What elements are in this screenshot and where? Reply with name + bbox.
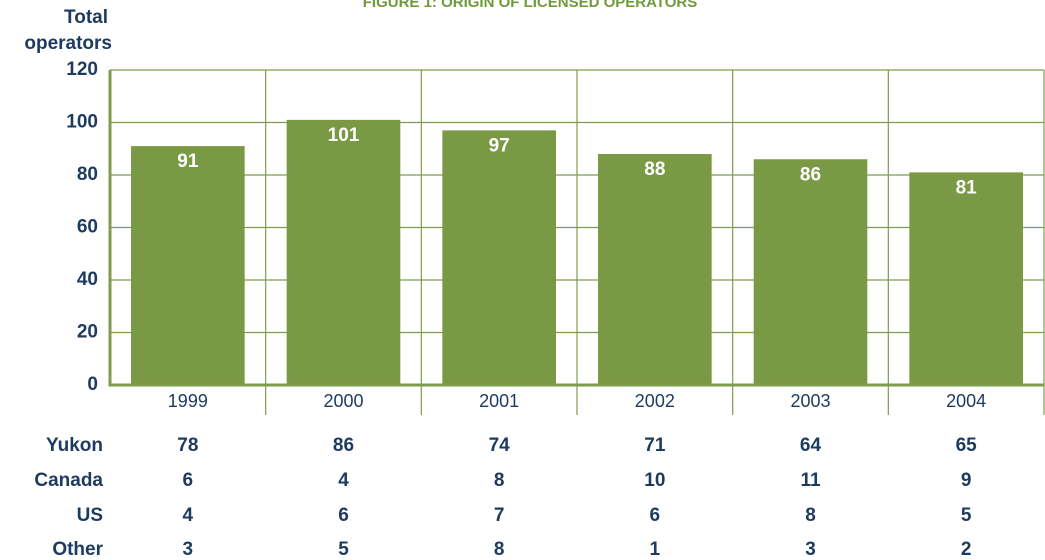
row-label: Canada	[34, 470, 103, 491]
table-cell: 8	[494, 470, 505, 491]
table-cell: 64	[800, 435, 822, 456]
table-cell: 4	[338, 470, 349, 491]
x-tick-label: 1999	[168, 391, 208, 411]
value-label: 97	[489, 135, 510, 156]
bar	[909, 172, 1023, 385]
table-cell: 71	[644, 435, 666, 456]
table-cell: 6	[338, 505, 349, 526]
y-tick-label: 40	[77, 269, 98, 290]
table-cell: 8	[805, 505, 816, 526]
x-tick-label: 2001	[479, 391, 519, 411]
row-label: US	[77, 505, 103, 526]
table-cell: 74	[489, 435, 511, 456]
y-tick-label: 20	[77, 322, 98, 343]
x-tick-label: 2002	[635, 391, 675, 411]
table-cell: 6	[183, 470, 194, 491]
bar	[442, 130, 556, 385]
table-cell: 8	[494, 539, 505, 560]
table-cell: 4	[183, 505, 194, 526]
table-cell: 6	[650, 505, 661, 526]
value-label: 81	[956, 177, 978, 198]
table-cell: 1	[650, 539, 661, 560]
value-label: 91	[177, 151, 199, 172]
table-cell: 11	[800, 470, 821, 491]
table-cell: 7	[494, 505, 505, 526]
bar	[598, 154, 712, 385]
table-cell: 5	[338, 539, 349, 560]
y-axis-label: operators	[24, 33, 112, 54]
bar	[286, 119, 401, 385]
y-tick-label: 60	[77, 217, 98, 238]
table-cell: 10	[644, 470, 665, 491]
table-cell: 78	[177, 435, 198, 456]
table-cell: 3	[183, 539, 194, 560]
x-tick-label: 2000	[323, 391, 363, 411]
table-cell: 3	[805, 539, 816, 560]
table-cell: 5	[961, 505, 972, 526]
table-cell: 9	[961, 470, 972, 491]
chart-title: FIGURE 1: ORIGIN OF LICENSED OPERATORS	[363, 0, 697, 11]
x-tick-label: 2004	[946, 391, 986, 411]
value-label: 86	[800, 164, 821, 185]
y-tick-label: 120	[66, 59, 98, 80]
y-tick-label: 80	[77, 164, 98, 185]
row-label: Yukon	[46, 435, 103, 456]
bar	[753, 159, 868, 385]
value-label: 101	[328, 125, 360, 146]
y-tick-label: 100	[66, 112, 98, 133]
bar	[131, 146, 245, 385]
table-cell: 2	[961, 539, 972, 560]
value-label: 88	[644, 159, 665, 180]
table-cell: 86	[333, 435, 354, 456]
y-axis-label: Total	[64, 7, 108, 28]
row-label: Other	[52, 539, 103, 560]
x-tick-label: 2003	[790, 391, 830, 411]
y-tick-label: 0	[87, 374, 98, 395]
table-cell: 65	[956, 435, 978, 456]
